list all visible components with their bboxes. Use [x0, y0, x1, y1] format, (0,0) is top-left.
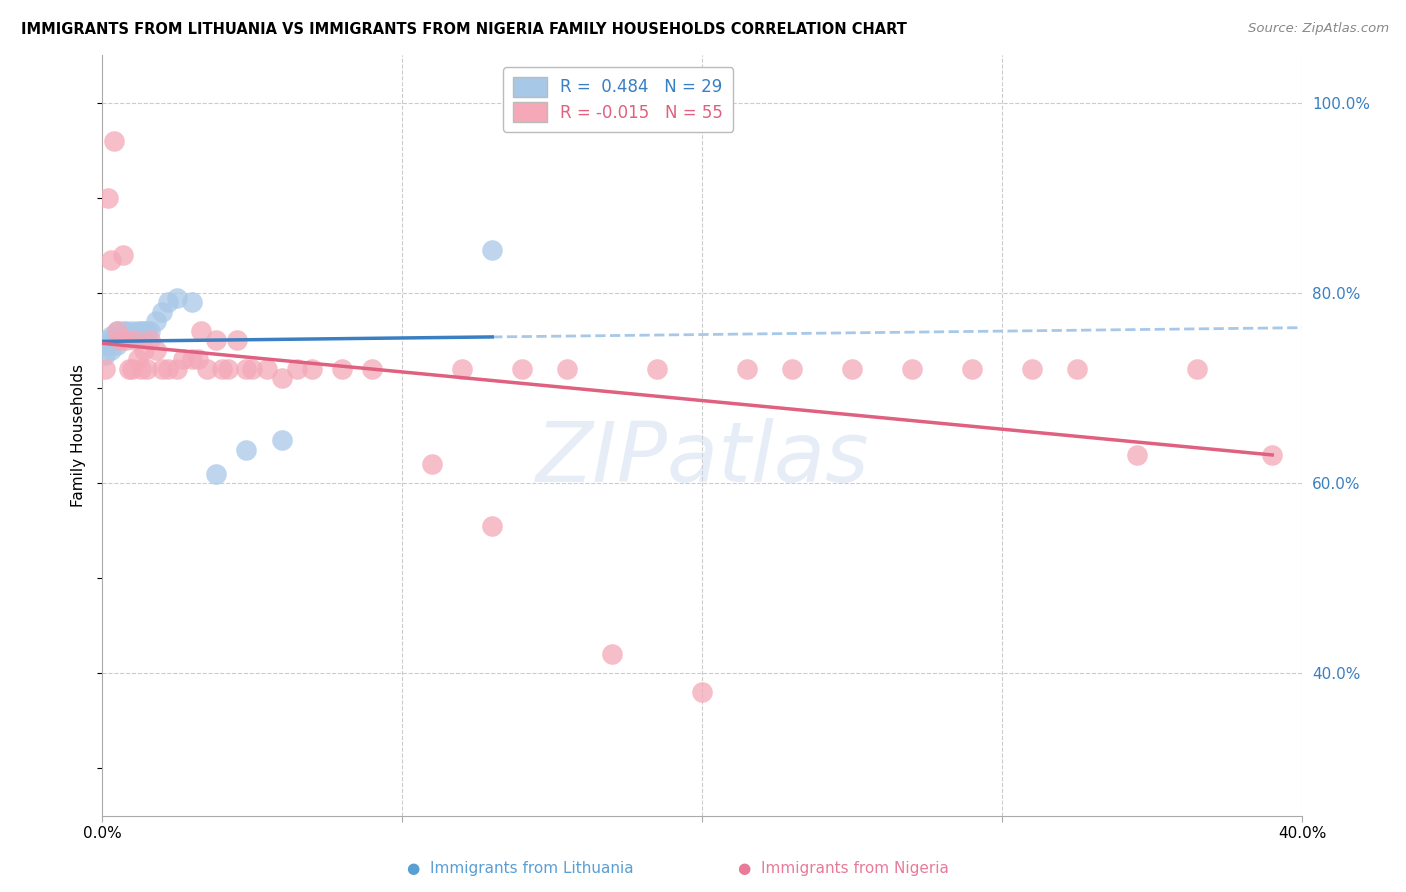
Point — [157, 362, 180, 376]
Point — [94, 362, 117, 376]
Point — [103, 334, 125, 348]
Point — [105, 324, 128, 338]
Point — [127, 352, 149, 367]
Point — [205, 334, 228, 348]
Point — [118, 362, 141, 376]
Point — [555, 362, 578, 376]
Point — [136, 324, 159, 338]
Text: ●  Immigrants from Nigeria: ● Immigrants from Nigeria — [738, 861, 949, 876]
Point — [205, 467, 228, 481]
Point — [115, 334, 138, 348]
Point — [285, 362, 308, 376]
Point — [94, 348, 117, 362]
Point — [112, 248, 135, 262]
Y-axis label: Family Households: Family Households — [72, 364, 86, 507]
Point — [901, 362, 924, 376]
Point — [780, 362, 803, 376]
Point — [157, 295, 180, 310]
Point — [150, 362, 173, 376]
Text: Source: ZipAtlas.com: Source: ZipAtlas.com — [1249, 22, 1389, 36]
Point — [134, 343, 156, 357]
Text: ●  Immigrants from Lithuania: ● Immigrants from Lithuania — [406, 861, 634, 876]
Point — [226, 334, 249, 348]
Point — [124, 328, 146, 343]
Text: ZIPatlas: ZIPatlas — [536, 417, 869, 499]
Point — [960, 362, 983, 376]
Point — [172, 352, 194, 367]
Point — [134, 324, 156, 338]
Point — [1126, 448, 1149, 462]
Point — [103, 134, 125, 148]
Point — [256, 362, 278, 376]
Point — [166, 362, 188, 376]
Point — [181, 295, 204, 310]
Point — [105, 324, 128, 338]
Point — [1261, 448, 1284, 462]
Point — [235, 362, 257, 376]
Point — [166, 291, 188, 305]
Point — [271, 371, 294, 385]
Point — [235, 442, 257, 457]
Point — [97, 334, 120, 348]
Point — [841, 362, 863, 376]
Point — [129, 362, 152, 376]
Point — [361, 362, 384, 376]
Point — [115, 324, 138, 338]
Point — [121, 362, 143, 376]
Point — [100, 328, 122, 343]
Point — [118, 328, 141, 343]
Point — [97, 191, 120, 205]
Point — [600, 647, 623, 661]
Point — [1066, 362, 1088, 376]
Point — [112, 324, 135, 338]
Point — [124, 334, 146, 348]
Point — [217, 362, 239, 376]
Point — [100, 252, 122, 267]
Point — [481, 243, 503, 257]
Point — [1021, 362, 1043, 376]
Point — [108, 334, 131, 348]
Legend: R =  0.484   N = 29, R = -0.015   N = 55: R = 0.484 N = 29, R = -0.015 N = 55 — [503, 67, 733, 132]
Point — [150, 305, 173, 319]
Point — [301, 362, 323, 376]
Point — [187, 352, 209, 367]
Point — [139, 334, 162, 348]
Point — [510, 362, 533, 376]
Point — [136, 362, 159, 376]
Point — [420, 457, 443, 471]
Point — [121, 324, 143, 338]
Point — [108, 328, 131, 343]
Point — [190, 324, 212, 338]
Text: IMMIGRANTS FROM LITHUANIA VS IMMIGRANTS FROM NIGERIA FAMILY HOUSEHOLDS CORRELATI: IMMIGRANTS FROM LITHUANIA VS IMMIGRANTS … — [21, 22, 907, 37]
Point — [271, 434, 294, 448]
Point — [195, 362, 218, 376]
Point — [735, 362, 758, 376]
Point — [451, 362, 474, 376]
Point — [181, 352, 204, 367]
Point — [97, 338, 120, 352]
Point — [240, 362, 263, 376]
Point — [481, 519, 503, 533]
Point — [100, 343, 122, 357]
Point — [129, 324, 152, 338]
Point — [145, 314, 167, 328]
Point — [139, 324, 162, 338]
Point — [127, 324, 149, 338]
Point — [330, 362, 353, 376]
Point — [1185, 362, 1208, 376]
Point — [105, 338, 128, 352]
Point — [690, 685, 713, 699]
Point — [645, 362, 668, 376]
Point — [211, 362, 233, 376]
Point — [112, 328, 135, 343]
Point — [145, 343, 167, 357]
